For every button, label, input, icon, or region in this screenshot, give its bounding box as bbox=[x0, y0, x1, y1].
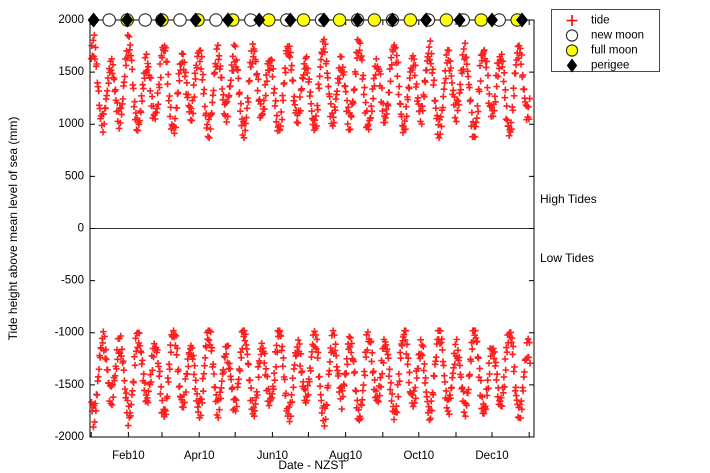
y-tick-label: 0 bbox=[78, 222, 84, 234]
legend-perigee-icon bbox=[566, 58, 578, 73]
perigee-marker bbox=[87, 12, 100, 28]
full-moon-marker bbox=[403, 13, 418, 27]
moon-event-markers bbox=[87, 12, 528, 28]
x-axis-tick-labels: Feb10 Apr10 Jun10 Aug10 Oct10 Dec10 bbox=[112, 450, 509, 462]
tide-scatter bbox=[87, 31, 534, 431]
full-moon-marker bbox=[367, 13, 382, 27]
annotation-high-tides: High Tides bbox=[540, 192, 597, 206]
full-moon-marker bbox=[474, 13, 488, 27]
y-axis-tick-labels: 2000 1500 1000 500 0 -500 -1000 -1500 -2… bbox=[55, 14, 84, 443]
perigee-marker bbox=[318, 12, 330, 28]
perigee-marker bbox=[486, 12, 498, 28]
y-tick-label: -2000 bbox=[55, 431, 84, 443]
y-tick-label: 500 bbox=[65, 170, 84, 182]
new-moon-marker bbox=[138, 13, 152, 27]
new-moon-marker bbox=[209, 13, 223, 27]
perigee-marker bbox=[189, 12, 202, 28]
perigee-marker bbox=[222, 12, 234, 28]
y-tick-label: 1500 bbox=[58, 66, 84, 78]
perigee-marker bbox=[253, 12, 266, 28]
x-tick-label: Jun10 bbox=[257, 450, 288, 462]
x-tick-label: Apr10 bbox=[184, 450, 215, 462]
perigee-marker bbox=[420, 12, 432, 28]
legend-item-full-moon: full moon bbox=[591, 45, 638, 57]
perigee-marker bbox=[453, 12, 466, 28]
full-moon-marker bbox=[332, 13, 347, 27]
y-tick-label: -1000 bbox=[55, 327, 84, 339]
y-tick-label: -500 bbox=[61, 275, 84, 287]
full-moon-marker bbox=[296, 13, 311, 27]
perigee-marker bbox=[516, 12, 528, 28]
legend-new-moon-icon bbox=[565, 29, 579, 42]
legend-full-moon-icon bbox=[565, 44, 579, 57]
x-axis-label: Date - NZST bbox=[278, 458, 346, 472]
y-tick-label: 2000 bbox=[58, 14, 84, 26]
legend: tide new moon full moon perigee bbox=[551, 9, 660, 73]
annotation-low-tides: Low Tides bbox=[540, 251, 594, 265]
new-moon-marker bbox=[173, 13, 187, 27]
y-axis-label: Tide height above mean level of sea (mm) bbox=[6, 117, 20, 341]
legend-item-tide: tide bbox=[591, 15, 610, 27]
new-moon-marker bbox=[102, 13, 116, 27]
perigee-marker bbox=[121, 12, 134, 28]
perigee-marker bbox=[284, 12, 297, 28]
legend-tide-plus-icon bbox=[566, 15, 578, 26]
y-tick-label: 1000 bbox=[58, 118, 84, 130]
legend-item-perigee: perigee bbox=[591, 60, 629, 72]
x-tick-label: Oct10 bbox=[403, 450, 434, 462]
full-moon-marker bbox=[439, 13, 454, 27]
perigee-marker bbox=[154, 12, 167, 28]
legend-item-new-moon: new moon bbox=[591, 30, 644, 42]
x-tick-label: Dec10 bbox=[475, 450, 508, 462]
y-tick-label: -1500 bbox=[55, 379, 84, 391]
x-tick-label: Aug10 bbox=[329, 450, 362, 462]
x-tick-label: Feb10 bbox=[112, 450, 145, 462]
perigee-marker bbox=[386, 12, 399, 28]
perigee-marker bbox=[351, 12, 364, 28]
tide-scatter-path bbox=[87, 31, 534, 431]
